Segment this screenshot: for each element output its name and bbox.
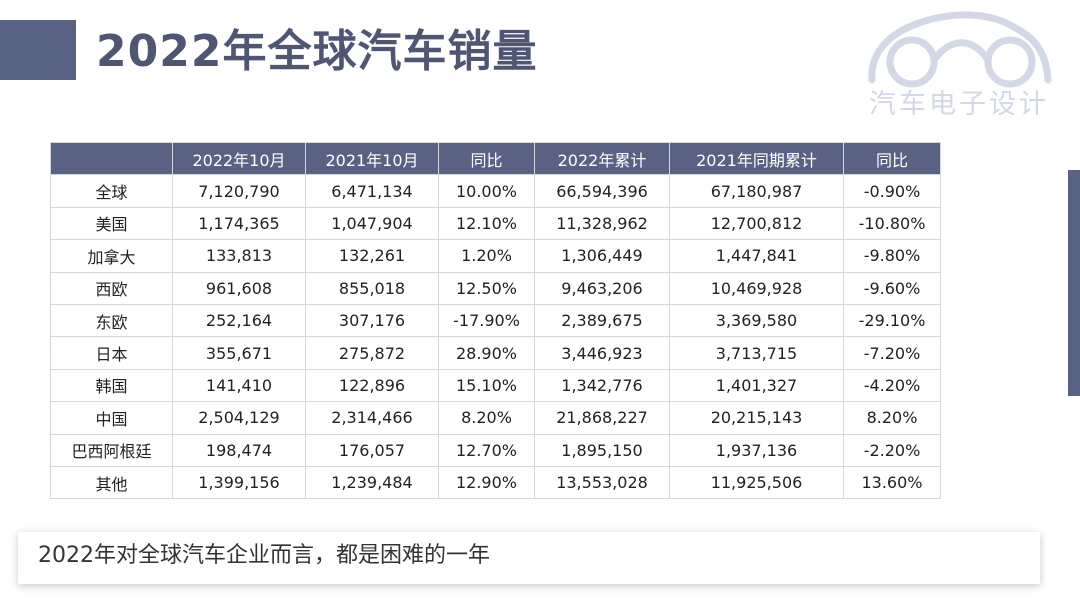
value-cell: 7,120,790	[172, 174, 306, 208]
value-cell: -0.90%	[843, 174, 941, 208]
value-cell: -17.90%	[438, 303, 535, 338]
value-cell: 12.90%	[438, 465, 535, 500]
region-cell: 西欧	[50, 271, 173, 305]
table-row: 美国 1,174,365 1,047,904 12.10% 11,328,962 12,7…	[50, 206, 941, 241]
value-cell: 1,447,841	[669, 239, 844, 273]
value-cell: 8.20%	[438, 401, 535, 435]
value-cell: -4.20%	[843, 368, 941, 403]
value-cell: -10.80%	[843, 206, 941, 241]
value-cell: 252,164	[172, 303, 306, 338]
region-cell: 东欧	[50, 303, 173, 338]
value-cell: 1,342,776	[534, 368, 670, 403]
table-row: 东欧 252,164 307,176 -17.90% 2,389,675 3,369,58…	[50, 303, 941, 338]
title-accent-block	[0, 20, 76, 80]
value-cell: 1,895,150	[534, 433, 670, 467]
value-cell: -7.20%	[843, 336, 941, 370]
table-row: 西欧 961,608 855,018 12.50% 9,463,206 10,469,92…	[50, 271, 941, 305]
value-cell: 3,713,715	[669, 336, 844, 370]
value-cell: 1.20%	[438, 239, 535, 273]
right-accent-bar	[1068, 170, 1080, 396]
value-cell: 1,306,449	[534, 239, 670, 273]
value-cell: 3,446,923	[534, 336, 670, 370]
region-cell: 美国	[50, 206, 173, 241]
table-row: 巴西阿根廷 198,474 176,057 12.70% 1,895,150 1,937,…	[50, 433, 941, 467]
value-cell: 141,410	[172, 368, 306, 403]
value-cell: 1,399,156	[172, 465, 306, 500]
region-cell: 韩国	[50, 368, 173, 403]
value-cell: 2,504,129	[172, 401, 306, 435]
table-row: 加拿大 133,813 132,261 1.20% 1,306,449 1,447,841…	[50, 239, 941, 273]
table-row: 其他 1,399,156 1,239,484 12.90% 13,553,028 11,9…	[50, 465, 941, 500]
value-cell: 12.70%	[438, 433, 535, 467]
value-cell: 2,314,466	[305, 401, 439, 435]
value-cell: 1,174,365	[172, 206, 306, 241]
value-cell: -9.60%	[843, 271, 941, 305]
car-outline-icon	[868, 11, 1052, 88]
value-cell: -9.80%	[843, 239, 941, 273]
caption-box: 2022年对全球汽车企业而言，都是困难的一年	[18, 532, 1040, 584]
value-cell: 132,261	[305, 239, 439, 273]
value-cell: 10,469,928	[669, 271, 844, 305]
region-cell: 巴西阿根廷	[50, 433, 173, 467]
table-header-row: 2022年10月 2021年10月 同比 2022年累计 2021年同期累计 同…	[50, 141, 941, 176]
value-cell: 8.20%	[843, 401, 941, 435]
value-cell: 66,594,396	[534, 174, 670, 208]
region-cell: 其他	[50, 465, 173, 500]
value-cell: 13,553,028	[534, 465, 670, 500]
value-cell: 355,671	[172, 336, 306, 370]
value-cell: 122,896	[305, 368, 439, 403]
header-cell: 2022年累计	[534, 141, 670, 176]
table-body: 全球 7,120,790 6,471,134 10.00% 66,594,396 67,1…	[50, 174, 941, 500]
header-cell: 同比	[438, 141, 535, 176]
value-cell: -29.10%	[843, 303, 941, 338]
table-row: 日本 355,671 275,872 28.90% 3,446,923 3,713,715…	[50, 336, 941, 370]
value-cell: 307,176	[305, 303, 439, 338]
value-cell: 275,872	[305, 336, 439, 370]
value-cell: 21,868,227	[534, 401, 670, 435]
value-cell: 855,018	[305, 271, 439, 305]
header-cell: 同比	[843, 141, 941, 176]
header-cell: 2022年10月	[172, 141, 306, 176]
value-cell: -2.20%	[843, 433, 941, 467]
value-cell: 961,608	[172, 271, 306, 305]
logo-text: 汽车电子设计	[869, 89, 1049, 120]
region-cell: 日本	[50, 336, 173, 370]
header-cell: 2021年10月	[305, 141, 439, 176]
header-cell: 2021年同期累计	[669, 141, 844, 176]
table-row: 中国 2,504,129 2,314,466 8.20% 21,868,227 20,21…	[50, 401, 941, 435]
value-cell: 67,180,987	[669, 174, 844, 208]
value-cell: 9,463,206	[534, 271, 670, 305]
value-cell: 198,474	[172, 433, 306, 467]
value-cell: 6,471,134	[305, 174, 439, 208]
value-cell: 1,401,327	[669, 368, 844, 403]
value-cell: 1,047,904	[305, 206, 439, 241]
table-row: 全球 7,120,790 6,471,134 10.00% 66,594,396 67,1…	[50, 174, 941, 208]
table-row: 韩国 141,410 122,896 15.10% 1,342,776 1,401,327…	[50, 368, 941, 403]
region-cell: 全球	[50, 174, 173, 208]
value-cell: 176,057	[305, 433, 439, 467]
value-cell: 11,925,506	[669, 465, 844, 500]
value-cell: 15.10%	[438, 368, 535, 403]
value-cell: 11,328,962	[534, 206, 670, 241]
sales-table: 2022年10月 2021年10月 同比 2022年累计 2021年同期累计 同…	[50, 141, 941, 500]
value-cell: 133,813	[172, 239, 306, 273]
value-cell: 12.50%	[438, 271, 535, 305]
region-cell: 加拿大	[50, 239, 173, 273]
brand-logo: 汽车电子设计	[852, 2, 1066, 124]
value-cell: 1,937,136	[669, 433, 844, 467]
page-title: 2022年全球汽车销量	[96, 26, 538, 77]
caption-text: 2022年对全球汽车企业而言，都是困难的一年	[38, 543, 490, 568]
value-cell: 1,239,484	[305, 465, 439, 500]
value-cell: 13.60%	[843, 465, 941, 500]
region-cell: 中国	[50, 401, 173, 435]
value-cell: 28.90%	[438, 336, 535, 370]
value-cell: 2,389,675	[534, 303, 670, 338]
header-cell	[50, 141, 173, 176]
value-cell: 3,369,580	[669, 303, 844, 338]
value-cell: 12,700,812	[669, 206, 844, 241]
value-cell: 20,215,143	[669, 401, 844, 435]
value-cell: 12.10%	[438, 206, 535, 241]
value-cell: 10.00%	[438, 174, 535, 208]
